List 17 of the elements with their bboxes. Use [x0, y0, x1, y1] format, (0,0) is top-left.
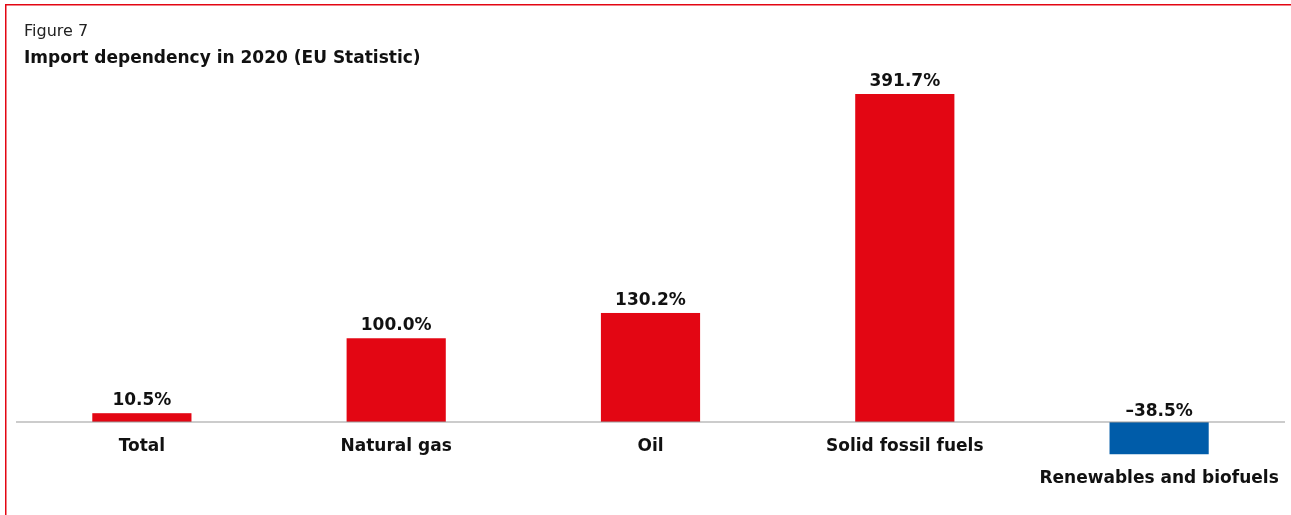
x-tick-label: Natural gas	[340, 435, 452, 455]
bar	[600, 312, 701, 422]
data-label: 130.2%	[615, 288, 686, 309]
x-tick-label: Oil	[637, 435, 664, 455]
x-tick-label: Total	[118, 435, 166, 455]
data-label: 391.7%	[869, 70, 941, 90]
bar	[855, 94, 955, 422]
bar	[346, 338, 446, 422]
chart-title: Import dependency in 2020 (EU Statistic)	[24, 47, 421, 67]
bar	[1109, 422, 1209, 455]
data-label: 100.0%	[360, 314, 432, 335]
x-tick-label: Renewables and biofuels	[1039, 467, 1279, 488]
caption: Figure 7	[24, 21, 89, 40]
data-label: 10.5%	[112, 389, 172, 410]
bar	[92, 413, 192, 422]
data-label: –38.5%	[1125, 400, 1193, 420]
x-tick-label: Solid fossil fuels	[826, 435, 984, 455]
